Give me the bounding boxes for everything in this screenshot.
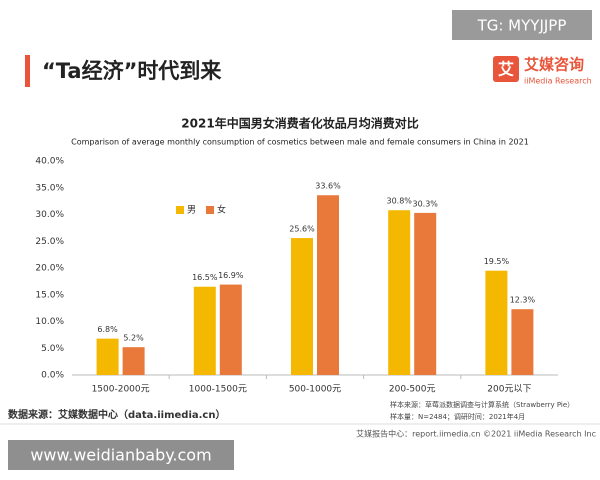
heading: “Ta经济”时代到来 — [42, 59, 222, 83]
bar — [219, 284, 242, 375]
value-label: 30.3% — [412, 199, 438, 208]
legend-swatch — [206, 206, 214, 214]
source: 数据来源：艾媒数据中心（data.iimedia.cn） — [8, 408, 225, 421]
value-label: 6.8% — [97, 325, 118, 334]
value-label: 16.9% — [218, 271, 244, 280]
y-tick-label: 20.0% — [35, 264, 64, 274]
legend-label: 女 — [217, 204, 226, 216]
bar — [511, 309, 534, 375]
y-tick-label: 10.0% — [35, 317, 64, 327]
x-tick-label: 1500-2000元 — [92, 385, 150, 395]
logo-en: iiMedia Research — [524, 77, 592, 86]
chart-title: 2021年中国男女消费者化妆品月均消费对比 — [181, 116, 418, 131]
bar — [291, 238, 313, 375]
bar — [485, 270, 508, 375]
y-tick-label: 30.0% — [35, 210, 64, 220]
bar — [317, 195, 339, 375]
watermark-box — [452, 10, 592, 40]
y-tick-label: 5.0% — [41, 344, 64, 354]
y-tick-label: 25.0% — [35, 237, 64, 247]
bar — [414, 212, 437, 375]
watermark: TG: MYYJJPP — [477, 17, 567, 35]
logo-cn: 艾媒咨询 — [524, 56, 584, 74]
value-label: 25.6% — [289, 225, 315, 234]
legend-swatch — [176, 206, 184, 214]
bar — [388, 210, 411, 375]
logo-icon — [493, 56, 519, 82]
footer-report: 艾媒报告中心：report.iimedia.cn ©2021 iiMedia R… — [356, 429, 596, 439]
value-label: 19.5% — [484, 257, 510, 266]
logo-glyph: 艾 — [498, 60, 514, 79]
y-tick-label: 35.0% — [35, 183, 64, 193]
value-label: 5.2% — [123, 334, 144, 343]
value-label: 33.6% — [315, 182, 341, 191]
bar — [193, 286, 216, 375]
bar — [96, 338, 119, 375]
x-tick-label: 200-500元 — [389, 385, 436, 395]
sample-size: 样本量：N=2484；调研时间：2021年4月 — [390, 412, 525, 421]
x-tick-label: 500-1000元 — [289, 385, 341, 395]
x-tick-label: 200元以下 — [487, 385, 531, 395]
y-tick-label: 0.0% — [41, 371, 64, 381]
y-tick-label: 40.0% — [35, 157, 64, 167]
value-label: 16.5% — [192, 273, 218, 282]
legend-label: 男 — [187, 205, 196, 216]
y-tick-label: 15.0% — [35, 290, 64, 300]
accent-bar — [25, 55, 30, 87]
value-label: 12.3% — [510, 296, 536, 305]
watermark-box — [8, 440, 234, 470]
x-tick-label: 1000-1500元 — [189, 385, 247, 395]
value-label: 30.8% — [386, 197, 412, 206]
bar — [122, 347, 145, 375]
sample-source: 样本来源：草莓派数据调查与计算系统（Strawberry Pie） — [390, 400, 574, 409]
chart-subtitle: Comparison of average monthly consumptio… — [71, 138, 529, 147]
watermark: www.weidianbaby.com — [30, 446, 211, 465]
